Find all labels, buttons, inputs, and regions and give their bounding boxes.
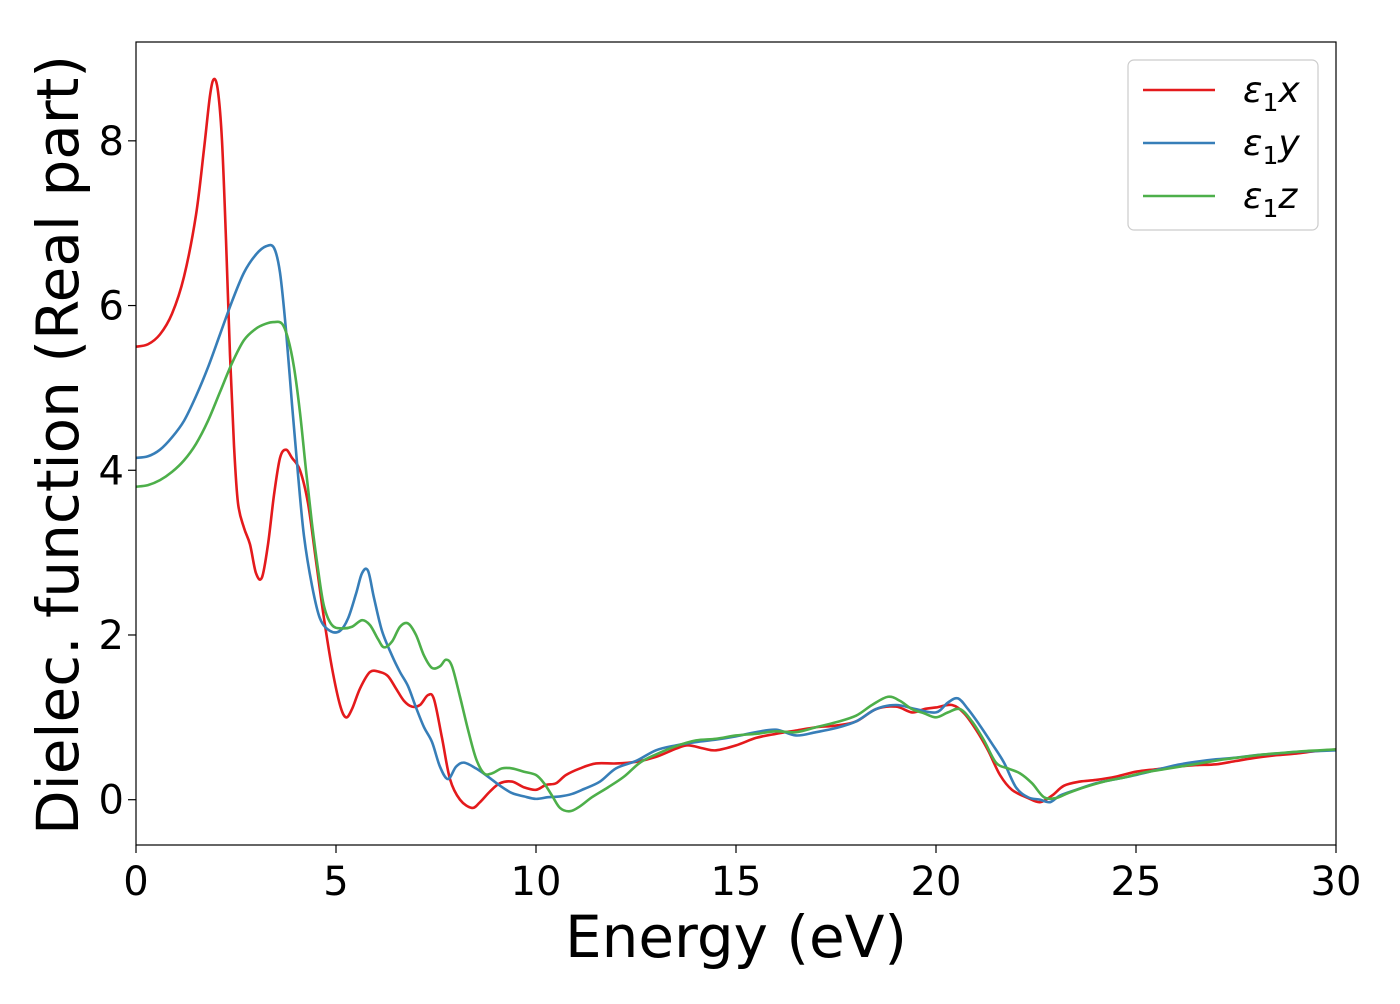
x-tick-label: 15	[711, 859, 762, 905]
y-axis-label: Dielec. function (Real part)	[24, 55, 92, 835]
y-tick-label: 8	[99, 119, 124, 165]
series-line-x	[136, 77, 1336, 810]
x-axis-ticks: 0 5 10 15 20 25 30	[123, 845, 1361, 905]
y-tick-label: 4	[99, 448, 124, 494]
y-tick-label: 6	[99, 284, 124, 330]
legend-label-z: ε1z	[1243, 176, 1298, 223]
legend-label-x: ε1x	[1243, 70, 1300, 117]
x-axis-label: Energy (eV)	[565, 903, 907, 971]
legend: ε1x ε1y ε1z	[1127, 59, 1319, 231]
series-line-y	[136, 243, 1336, 804]
x-tick-label: 20	[911, 859, 962, 905]
legend-box	[1127, 59, 1319, 231]
x-tick-label: 5	[323, 859, 348, 905]
legend-label-y: ε1y	[1243, 123, 1300, 170]
x-tick-label: 10	[511, 859, 562, 905]
x-tick-label: 30	[1311, 859, 1362, 905]
series-line-z	[136, 320, 1336, 813]
y-tick-label: 2	[99, 613, 124, 659]
plot-lines	[136, 77, 1336, 813]
legend-entries: ε1x ε1y ε1z	[1143, 70, 1300, 223]
x-tick-label: 0	[123, 859, 148, 905]
y-tick-label: 0	[99, 778, 124, 824]
y-axis-ticks: 0 2 4 6 8	[99, 119, 136, 824]
x-tick-label: 25	[1111, 859, 1162, 905]
